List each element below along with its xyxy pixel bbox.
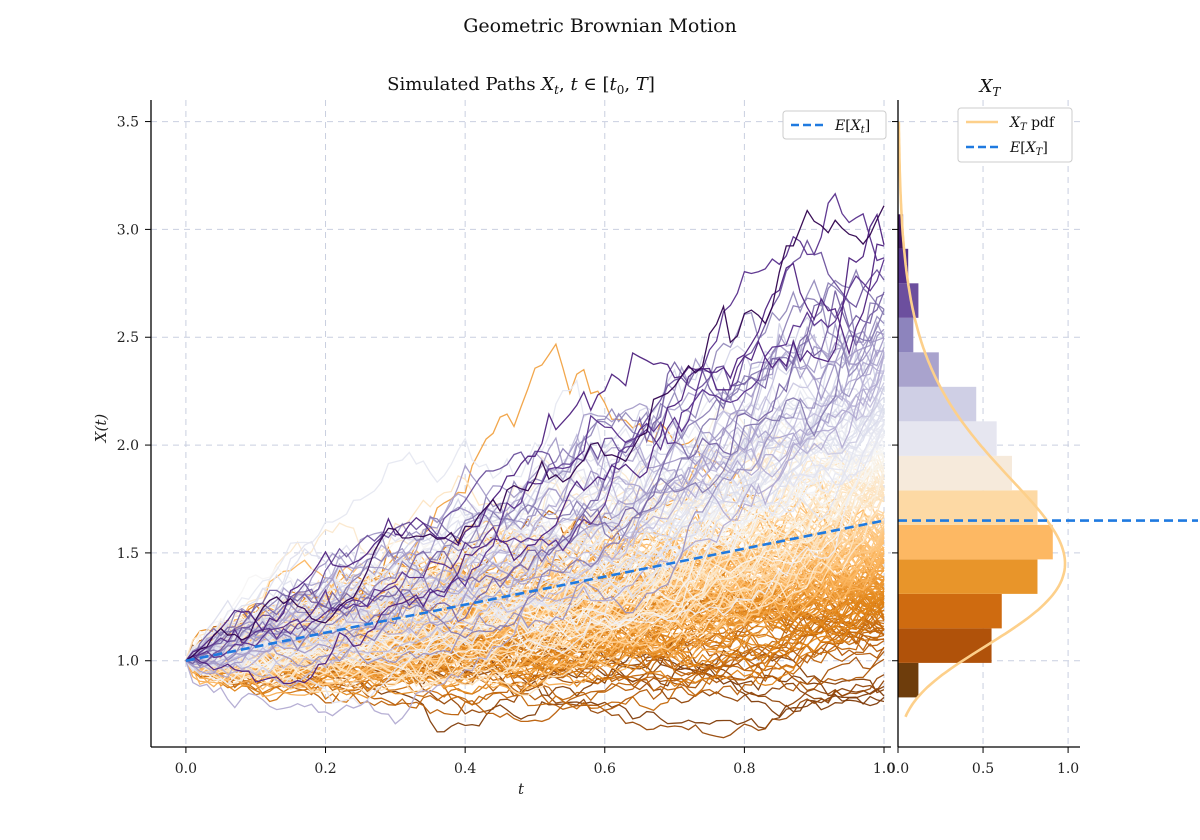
histogram-bar	[898, 593, 1002, 629]
side-legend-pdf-label: XT pdf	[1009, 115, 1056, 133]
histogram-bar	[898, 248, 909, 284]
main-ytick-label: 3.0	[117, 222, 139, 238]
side-xtick-label: 1.0	[1057, 761, 1079, 777]
histogram-bar	[898, 421, 997, 456]
histogram-bar	[898, 490, 1038, 525]
simulated-path	[185, 281, 885, 664]
main-panel: 0.0 0.2 0.4 0.6 0.8 1.0 1.0 1.5 2.0 2.5 3.0 3.5 Si…	[92, 74, 895, 798]
side-yticks	[892, 121, 898, 662]
simulated-path	[185, 386, 885, 669]
histogram-bar	[898, 559, 1038, 594]
simulated-path	[185, 557, 885, 694]
simulated-path	[185, 259, 885, 662]
simulated-path	[185, 397, 885, 670]
side-legend: XT pdf E[XT]	[957, 107, 1073, 163]
main-legend-box	[782, 110, 887, 140]
main-panel-title: Simulated Paths Xt, t ∈ [t0, T]	[387, 74, 655, 97]
histogram-bar	[898, 386, 977, 422]
pdf-curve	[898, 121, 1067, 718]
histogram-bar	[898, 455, 1012, 491]
main-ytick-label: 3.5	[117, 115, 139, 131]
figure-suptitle: Geometric Brownian Motion	[463, 15, 737, 37]
histogram-bar	[898, 628, 992, 663]
main-xtick-label: 0.4	[454, 761, 476, 777]
main-legend: E[Xt]	[782, 110, 887, 140]
side-legend-mean-label: E[XT]	[1009, 140, 1048, 158]
histogram-bar	[898, 214, 904, 249]
histogram-bar	[898, 662, 919, 698]
histogram-bar	[898, 317, 914, 353]
simulated-path	[185, 328, 885, 668]
mean-layer	[185, 519, 885, 663]
main-xtick-label: 0.2	[314, 761, 336, 777]
histogram-bars	[898, 214, 1053, 698]
simulated-path	[185, 333, 885, 662]
simulated-path	[185, 452, 885, 662]
side-xticks: 0.0 0.5 1.0	[887, 747, 1079, 777]
simulated-path	[185, 415, 885, 663]
side-panel-title: XT	[978, 76, 1002, 99]
simulated-path	[185, 293, 885, 662]
simulated-path	[185, 493, 885, 696]
simulated-path	[185, 329, 885, 675]
simulated-path	[185, 351, 885, 678]
simulated-path	[185, 320, 885, 669]
simulated-path	[185, 429, 885, 668]
main-ytick-label: 1.5	[117, 546, 139, 562]
simulated-path	[185, 330, 885, 663]
main-xtick-label: 0.6	[594, 761, 616, 777]
side-xtick-label: 0.5	[972, 761, 994, 777]
simulated-path	[185, 436, 885, 669]
main-xtick-label: 1.0	[873, 761, 895, 777]
simulated-path	[185, 471, 885, 685]
main-ytick-label: 1.0	[117, 654, 139, 670]
simulated-path	[185, 349, 885, 725]
main-ytick-label: 2.0	[117, 438, 139, 454]
simulated-path	[185, 375, 885, 676]
mean-line	[185, 519, 885, 663]
histogram-bar	[898, 524, 1053, 560]
pdf-layer	[898, 121, 1067, 718]
simulated-path	[185, 290, 885, 665]
main-xticks: 0.0 0.2 0.4 0.6 0.8 1.0	[175, 747, 895, 777]
simulated-path	[185, 433, 885, 685]
main-x-axis-label: t	[518, 780, 525, 798]
simulated-path	[185, 192, 885, 662]
simulated-path	[185, 355, 885, 688]
paths-layer	[185, 192, 885, 739]
simulated-path	[185, 420, 885, 664]
simulated-path	[185, 205, 885, 662]
simulated-path	[185, 268, 885, 662]
main-y-axis-label: X(t)	[92, 414, 110, 444]
simulated-path	[185, 212, 885, 685]
simulated-path	[185, 243, 885, 662]
main-yticks: 1.0 1.5 2.0 2.5 3.0 3.5	[117, 115, 151, 670]
main-xtick-label: 0.0	[175, 761, 197, 777]
main-xtick-label: 0.8	[733, 761, 755, 777]
side-panel: 0.0 0.5 1.0 XT XT pdf E[XT]	[887, 76, 1198, 777]
main-legend-mean-label: E[Xt]	[834, 118, 870, 136]
side-xtick-label: 0.0	[887, 761, 909, 777]
main-ytick-label: 2.5	[117, 330, 139, 346]
simulated-path	[185, 408, 885, 662]
